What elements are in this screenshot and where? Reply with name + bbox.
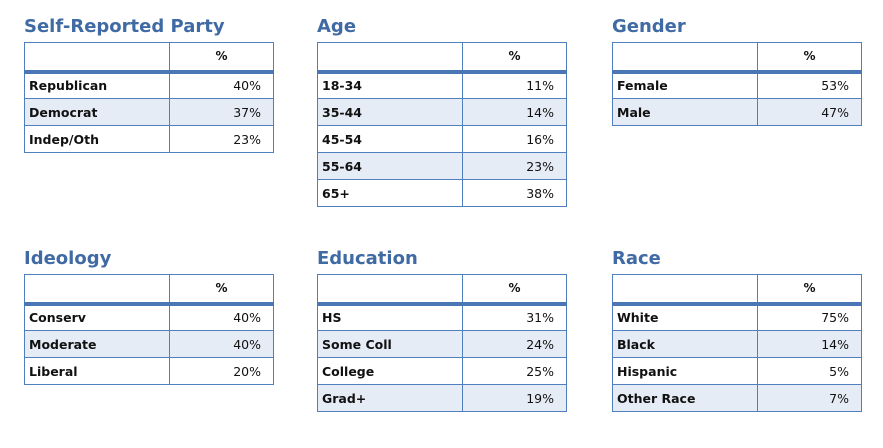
table-row: Hispanic 5% [612, 357, 862, 385]
race-header-percent: % [757, 274, 862, 306]
party-title: Self-Reported Party [24, 16, 225, 37]
table-row: Conserv 40% [24, 303, 274, 331]
table-block-party: Self-Reported Party % Republican 40% Demo… [24, 16, 274, 153]
table-row: Some Coll 24% [317, 330, 567, 358]
gender-title: Gender [612, 16, 686, 37]
table-row: Democrat 37% [24, 98, 274, 126]
table-row: College 25% [317, 357, 567, 385]
ideology-title: Ideology [24, 248, 112, 269]
table-block-age: Age % 18-34 11% 35-44 14% 45-54 16% 55-64 23… [317, 16, 567, 207]
table-row: Black 14% [612, 330, 862, 358]
gender-table: % Female 53% Male 47% [612, 42, 862, 126]
party-table: % Republican 40% Democrat 37% Indep/Oth 23% [24, 42, 274, 153]
table-row: 65+ 38% [317, 179, 567, 207]
table-row: 18-34 11% [317, 71, 567, 99]
ideology-table: % Conserv 40% Moderate 40% Liberal 20% [24, 274, 274, 385]
table-row: Other Race 7% [612, 384, 862, 412]
table-row: White 75% [612, 303, 862, 331]
table-row: Female 53% [612, 71, 862, 99]
race-table: % White 75% Black 14% Hispanic 5% Other Rac… [612, 274, 862, 412]
age-header-percent: % [462, 42, 567, 74]
age-table: % 18-34 11% 35-44 14% 45-54 16% 55-64 23% 65… [317, 42, 567, 207]
party-header-percent: % [169, 42, 274, 74]
table-row: Republican 40% [24, 71, 274, 99]
ideology-header-percent: % [169, 274, 274, 306]
age-title: Age [317, 16, 357, 37]
table-row: Grad+ 19% [317, 384, 567, 412]
table-row: Indep/Oth 23% [24, 125, 274, 153]
table-row: 55-64 23% [317, 152, 567, 180]
table-row: 35-44 14% [317, 98, 567, 126]
table-row: HS 31% [317, 303, 567, 331]
gender-header-percent: % [757, 42, 862, 74]
table-row: 45-54 16% [317, 125, 567, 153]
table-row: Moderate 40% [24, 330, 274, 358]
table-block-ideology: Ideology % Conserv 40% Moderate 40% Libera… [24, 248, 274, 385]
education-header-percent: % [462, 274, 567, 306]
table-block-gender: Gender % Female 53% Male 47% [612, 16, 862, 126]
table-row: Male 47% [612, 98, 862, 126]
table-block-education: Education % HS 31% Some Coll 24% College 25… [317, 248, 567, 412]
education-table: % HS 31% Some Coll 24% College 25% Grad+ 19% [317, 274, 567, 412]
education-title: Education [317, 248, 418, 269]
race-title: Race [612, 248, 661, 269]
table-row: Liberal 20% [24, 357, 274, 385]
table-block-race: Race % White 75% Black 14% Hispanic 5% Othe… [612, 248, 862, 412]
